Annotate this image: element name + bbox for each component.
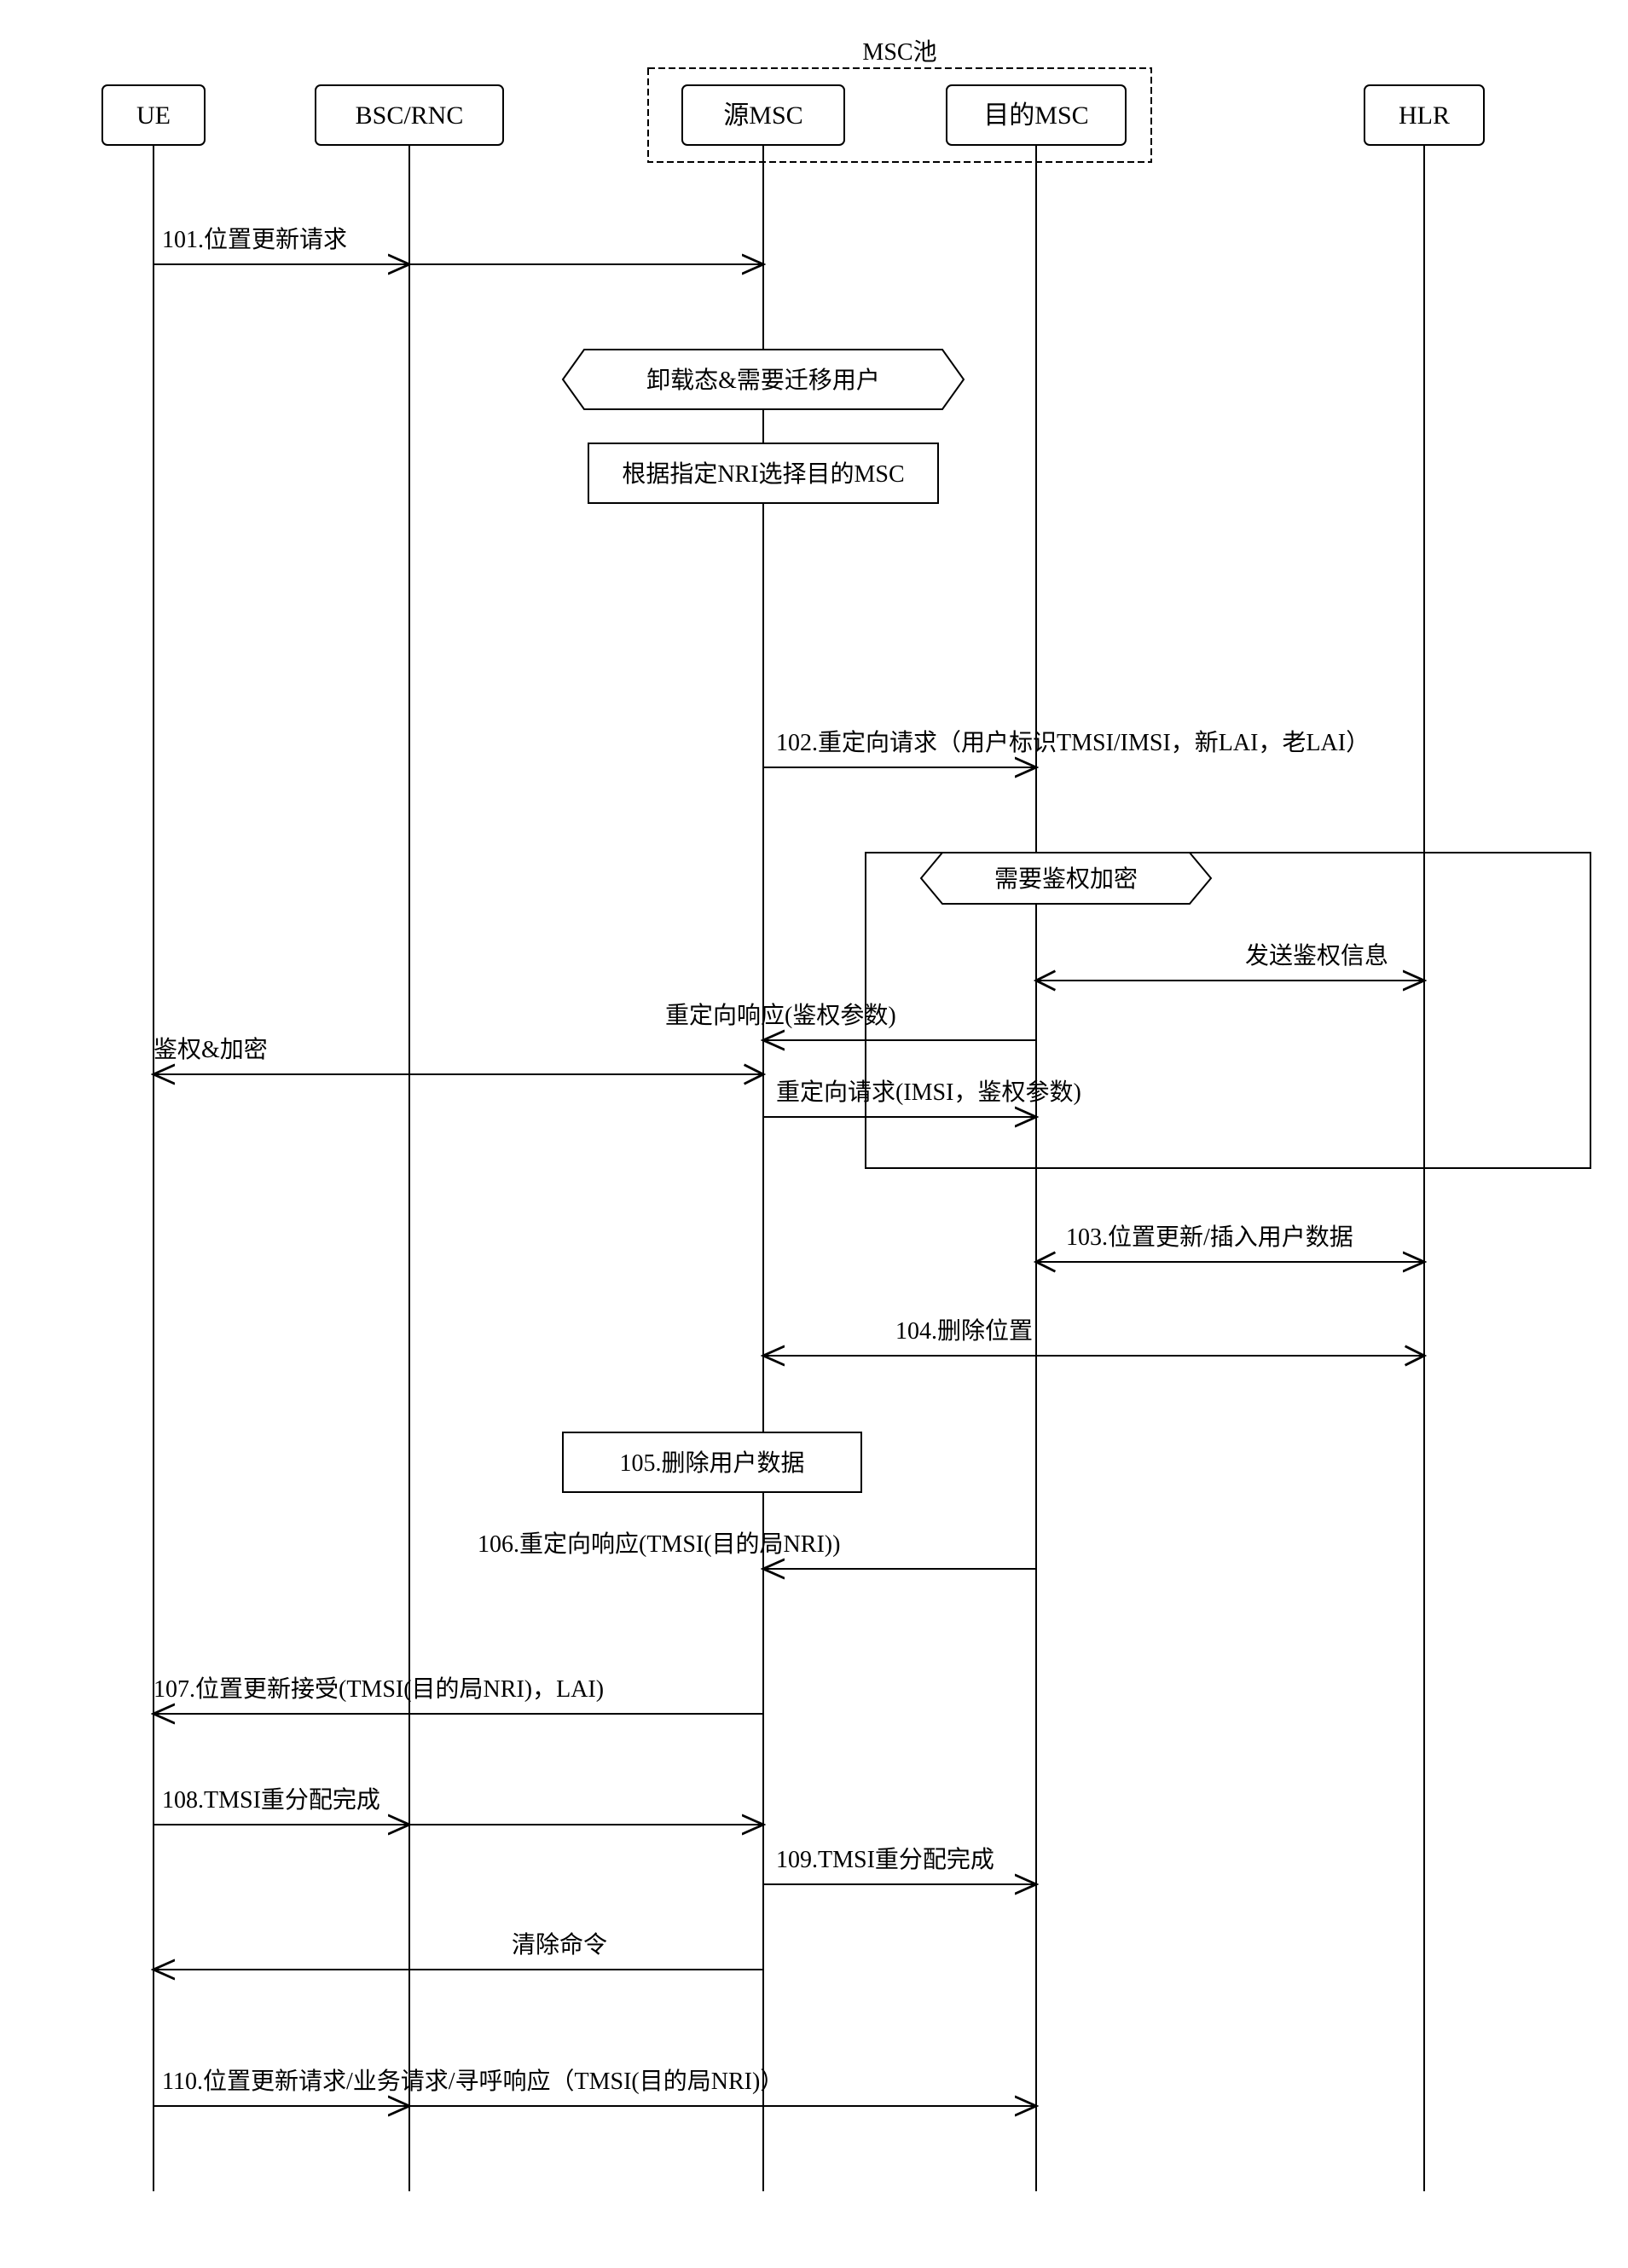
note-label-0: 卸载态&需要迁移用户 xyxy=(646,367,880,394)
msg-label-10: 108.TMSI重分配完成 xyxy=(162,1786,380,1814)
msg-label-13: 110.位置更新请求/业务请求/寻呼响应（TMSI(目的局NRI)） xyxy=(162,2068,784,2095)
actor-label-bsc: BSC/RNC xyxy=(356,101,464,130)
msg-label-2: 发送鉴权信息 xyxy=(1245,942,1388,969)
msg-label-11: 109.TMSI重分配完成 xyxy=(776,1846,994,1873)
pool-label: MSC池 xyxy=(862,38,936,66)
sequence-diagram: MSC池 UE BSC/RNC 源MSC 目的MSC HLR 需要鉴权加密 卸载态&需要迁移用… xyxy=(26,26,1628,2242)
msg-label-1: 102.重定向请求（用户标识TMSI/IMSI，新LAI，老LAI） xyxy=(776,729,1370,756)
note-label-2: 105.删除用户数据 xyxy=(619,1449,804,1477)
actor-label-ue: UE xyxy=(136,101,171,130)
msg-label-4: 鉴权&加密 xyxy=(154,1036,268,1063)
msg-label-5: 重定向请求(IMSI，鉴权参数) xyxy=(776,1079,1081,1106)
actor-label-src: 源MSC xyxy=(723,101,802,130)
msg-label-7: 104.删除位置 xyxy=(895,1317,1033,1345)
note-label-1: 根据指定NRI选择目的MSC xyxy=(622,460,904,488)
msg-label-8: 106.重定向响应(TMSI(目的局NRI)) xyxy=(478,1530,840,1558)
msg-label-12: 清除命令 xyxy=(512,1931,607,1958)
msg-label-6: 103.位置更新/插入用户数据 xyxy=(1066,1224,1353,1251)
actor-label-dst: 目的MSC xyxy=(983,101,1088,130)
msg-label-0: 101.位置更新请求 xyxy=(162,226,347,253)
msg-label-3: 重定向响应(鉴权参数) xyxy=(665,1002,896,1029)
msg-label-9: 107.位置更新接受(TMSI(目的局NRI)，LAI) xyxy=(154,1675,604,1703)
actor-label-hlr: HLR xyxy=(1399,101,1450,130)
frame-header-label: 需要鉴权加密 xyxy=(994,865,1138,893)
